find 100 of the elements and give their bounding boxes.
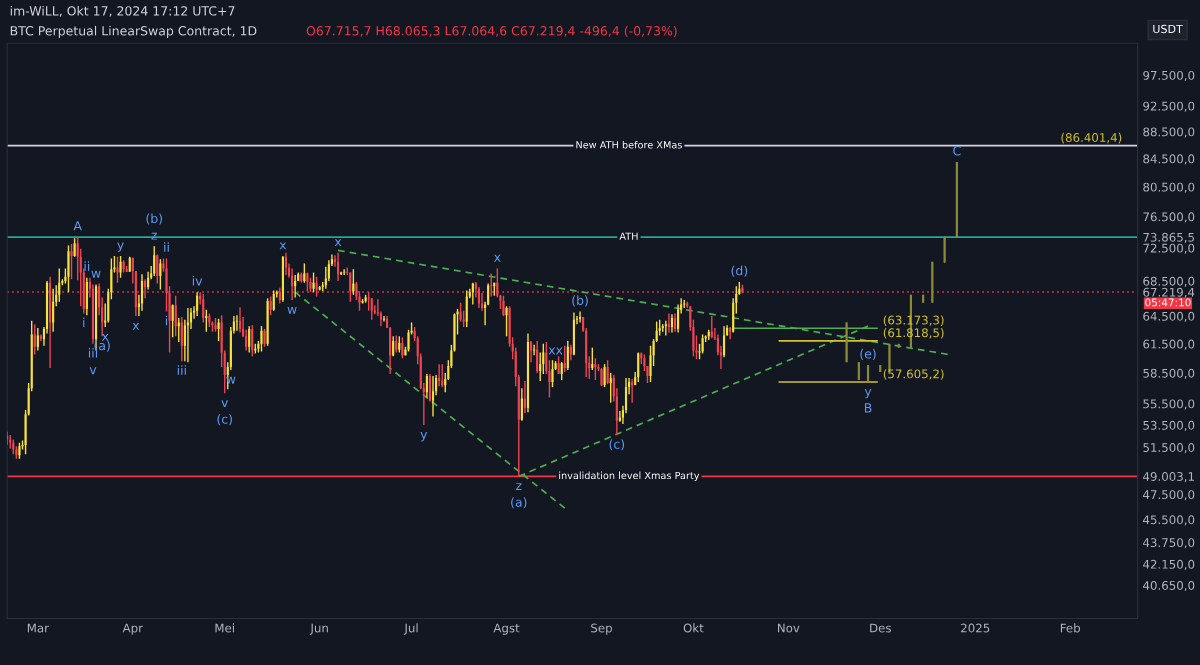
candlestick — [12, 438, 15, 455]
candlestick — [315, 276, 318, 298]
candlestick — [205, 309, 208, 333]
candlestick — [897, 343, 900, 349]
y-tick-label: 53.500,0 — [1143, 420, 1195, 431]
candlestick — [557, 355, 560, 375]
candlestick — [174, 294, 177, 338]
candlestick — [171, 303, 174, 338]
annotation: x — [334, 239, 342, 247]
candlestick — [520, 387, 523, 422]
annotation: (c) — [609, 439, 625, 451]
candlestick — [701, 333, 704, 355]
candlestick — [36, 327, 39, 352]
candlestick — [303, 262, 306, 284]
candlestick — [637, 351, 640, 383]
annotation: x — [494, 254, 501, 262]
candlestick — [591, 346, 594, 371]
annotation: iii — [177, 365, 186, 375]
y-tick-label: 72.500,0 — [1143, 243, 1195, 254]
candlestick — [477, 286, 481, 309]
candlestick — [367, 291, 370, 312]
candlestick — [361, 298, 364, 305]
x-tick-label: Feb — [1060, 623, 1081, 633]
candlestick — [260, 325, 263, 353]
x-tick-label: Okt — [683, 623, 704, 633]
candlestick — [670, 313, 674, 334]
y-tick-label: 43.750,0 — [1143, 538, 1195, 549]
annotation: i — [165, 315, 168, 326]
candlestick — [248, 325, 251, 354]
candlestick — [566, 340, 569, 371]
y-tick-label: 45.500,0 — [1143, 515, 1195, 526]
candlestick — [67, 244, 70, 293]
candlestick — [180, 316, 183, 362]
x-tick-label: Jun — [309, 623, 328, 635]
y-tick-label: 92.500,0 — [1143, 101, 1195, 112]
annotation: (c) — [217, 414, 232, 426]
y-tick-label: 40.650,0 — [1143, 580, 1195, 592]
candlestick — [18, 442, 21, 460]
y-tick-label: 73.865,5 — [1143, 232, 1194, 243]
y-tick-label: 55.500,0 — [1143, 399, 1195, 410]
candlestick — [186, 307, 190, 363]
candlestick — [578, 310, 582, 324]
candlestick — [603, 363, 606, 388]
candlestick — [640, 351, 643, 365]
candlestick — [533, 344, 536, 357]
candlestick — [523, 380, 526, 414]
y-tick-label: 49.003,1 — [1143, 472, 1194, 483]
y-tick-label: 84.500,0 — [1143, 154, 1195, 165]
annotation: x — [279, 242, 287, 250]
candlestick — [269, 295, 272, 316]
x-tick-label: Des — [870, 623, 891, 633]
candlestick — [294, 274, 297, 299]
y-tick-label: 64.500,0 — [1143, 311, 1195, 322]
candlestick — [609, 372, 612, 404]
x-tick-label: 2025 — [961, 623, 990, 633]
ref-line-label: New ATH before XMas — [576, 140, 682, 149]
candlestick — [536, 340, 539, 374]
annotation: (a) — [511, 497, 527, 509]
text: 05:47:10 — [1145, 298, 1191, 307]
candlestick — [382, 315, 386, 323]
candlestick — [692, 319, 695, 358]
ref-line-label: invalidation level Xmas Party — [559, 471, 700, 482]
candlestick — [729, 326, 732, 340]
x-tick-label: Apr — [122, 623, 144, 635]
candlestick — [266, 297, 269, 347]
annotation: (d) — [731, 265, 748, 277]
x-tick-label: Mar — [27, 623, 49, 633]
annotation: C — [953, 146, 961, 156]
annotation: y — [420, 431, 428, 442]
candlestick — [438, 363, 441, 387]
y-tick-label: 76.500,0 — [1143, 212, 1195, 223]
y-tick-label: 80.500,0 — [1143, 182, 1195, 193]
y-tick-label: 47.500,0 — [1143, 490, 1195, 501]
candlestick — [462, 310, 465, 328]
chart-title: BTC Perpetual LinearSwap Contract, 1D — [10, 25, 257, 38]
annotation: ii — [84, 261, 90, 271]
candlestick — [349, 271, 352, 303]
annotation: v — [221, 400, 229, 407]
candlestick — [496, 267, 499, 299]
annotation: ii — [164, 242, 169, 252]
y-tick-label: 61.500,0 — [1143, 339, 1195, 350]
candlestick — [235, 314, 239, 332]
y-tick-label: 51.500,0 — [1143, 443, 1195, 454]
candlestick — [58, 267, 61, 303]
candlestick — [119, 255, 122, 279]
candlestick — [551, 359, 554, 388]
candlestick — [156, 253, 159, 285]
candlestick — [214, 317, 217, 333]
x-tick-label: Mei — [215, 623, 234, 633]
x-tick-label: Sep — [591, 623, 612, 635]
candlestick — [177, 317, 180, 343]
candlestick — [153, 245, 156, 277]
annotation: y — [117, 242, 124, 252]
annotation: (b) — [146, 213, 163, 225]
candlestick — [70, 243, 73, 281]
candlestick — [667, 312, 670, 334]
candlestick — [505, 305, 508, 338]
annotation: z — [151, 232, 157, 240]
candlestick — [254, 343, 257, 355]
candlestick — [606, 359, 609, 385]
